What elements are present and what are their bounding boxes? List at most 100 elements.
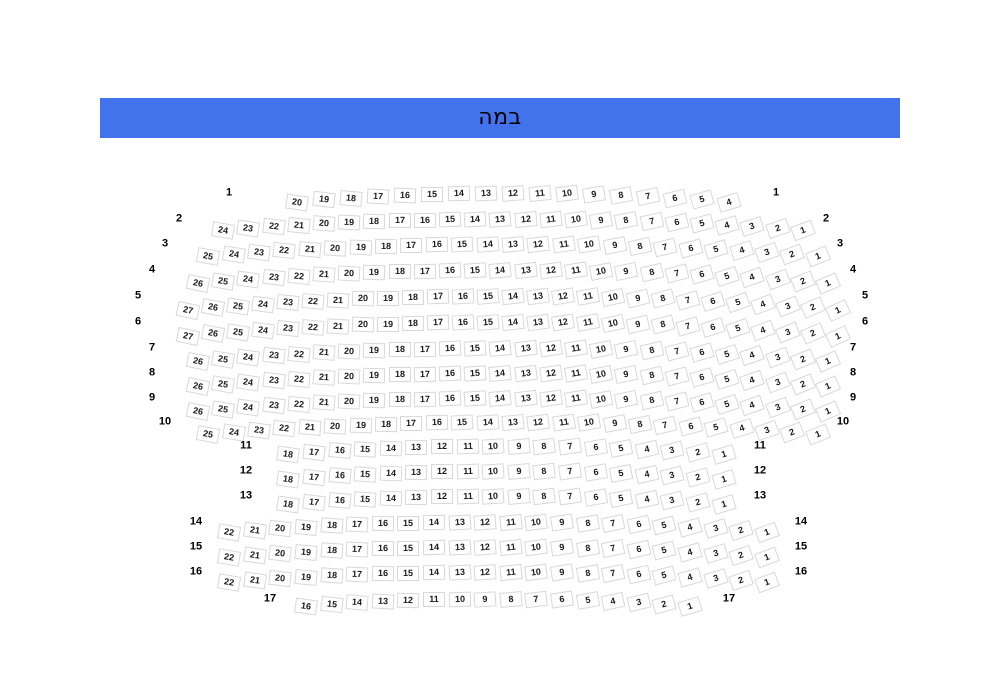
- seat[interactable]: 20: [285, 193, 309, 211]
- seat[interactable]: 2: [685, 467, 711, 488]
- seat[interactable]: 2: [789, 372, 816, 396]
- seat[interactable]: 7: [524, 590, 549, 609]
- seat[interactable]: 16: [451, 288, 475, 305]
- seat[interactable]: 8: [614, 211, 639, 231]
- seat[interactable]: 12: [513, 210, 538, 228]
- seat[interactable]: 7: [664, 341, 690, 362]
- seat[interactable]: 25: [196, 246, 221, 266]
- seat[interactable]: 11: [563, 261, 589, 280]
- seat[interactable]: 12: [397, 592, 420, 609]
- seat[interactable]: 9: [507, 462, 531, 480]
- seat[interactable]: 17: [400, 237, 423, 253]
- seat[interactable]: 3: [702, 568, 729, 589]
- seat[interactable]: 22: [301, 292, 325, 310]
- seat[interactable]: 18: [401, 289, 425, 305]
- seat[interactable]: 15: [476, 287, 500, 305]
- seat[interactable]: 5: [651, 515, 677, 536]
- seat[interactable]: 26: [185, 273, 211, 293]
- seat[interactable]: 12: [526, 413, 551, 431]
- seat[interactable]: 20: [268, 569, 293, 588]
- seat[interactable]: 17: [302, 443, 326, 461]
- seat[interactable]: 2: [799, 296, 827, 320]
- seat[interactable]: 25: [225, 322, 251, 342]
- seat[interactable]: 14: [422, 514, 446, 531]
- seat[interactable]: 11: [563, 389, 589, 408]
- seat[interactable]: 17: [366, 188, 390, 205]
- seat[interactable]: 7: [558, 462, 582, 481]
- seat[interactable]: 13: [501, 235, 525, 253]
- seat[interactable]: 11: [528, 184, 552, 202]
- seat[interactable]: 18: [401, 315, 425, 331]
- seat[interactable]: 15: [397, 515, 420, 531]
- seat[interactable]: 9: [581, 185, 607, 204]
- seat[interactable]: 14: [476, 413, 500, 431]
- seat[interactable]: 8: [575, 538, 600, 558]
- seat[interactable]: 12: [430, 464, 454, 480]
- seat[interactable]: 21: [312, 266, 336, 283]
- seat[interactable]: 18: [388, 392, 411, 408]
- seat[interactable]: 16: [327, 492, 352, 510]
- seat[interactable]: 5: [703, 239, 729, 260]
- seat[interactable]: 15: [450, 414, 474, 431]
- seat[interactable]: 3: [774, 320, 802, 344]
- seat[interactable]: 1: [710, 443, 737, 465]
- seat[interactable]: 26: [185, 351, 211, 371]
- seat[interactable]: 2: [779, 243, 806, 265]
- seat[interactable]: 7: [675, 289, 701, 311]
- seat[interactable]: 11: [499, 563, 523, 581]
- seat[interactable]: 7: [600, 539, 626, 559]
- seat[interactable]: 23: [261, 346, 286, 365]
- seat[interactable]: 4: [714, 214, 740, 236]
- seat[interactable]: 6: [626, 539, 652, 560]
- seat[interactable]: 4: [750, 319, 776, 342]
- seat[interactable]: 3: [702, 518, 729, 539]
- seat[interactable]: 21: [287, 216, 311, 234]
- seat[interactable]: 10: [588, 364, 614, 384]
- seat[interactable]: 13: [513, 389, 538, 407]
- seat[interactable]: 10: [600, 313, 626, 333]
- seat[interactable]: 14: [488, 261, 513, 279]
- seat[interactable]: 11: [456, 438, 479, 455]
- seat[interactable]: 19: [294, 543, 318, 561]
- seat[interactable]: 20: [268, 519, 293, 538]
- seat[interactable]: 13: [513, 339, 538, 357]
- seat[interactable]: 15: [353, 441, 377, 458]
- seat[interactable]: 2: [764, 217, 791, 239]
- seat[interactable]: 14: [447, 185, 471, 202]
- seat[interactable]: 2: [728, 544, 755, 566]
- seat[interactable]: 4: [716, 191, 742, 213]
- seat[interactable]: 8: [627, 236, 653, 256]
- seat[interactable]: 6: [689, 342, 715, 363]
- seat[interactable]: 5: [608, 488, 634, 508]
- seat[interactable]: 16: [327, 467, 352, 485]
- seat[interactable]: 20: [337, 265, 361, 282]
- seat[interactable]: 4: [634, 464, 660, 485]
- seat[interactable]: 6: [549, 590, 575, 609]
- seat[interactable]: 11: [551, 235, 576, 254]
- seat[interactable]: 24: [236, 373, 261, 392]
- seat[interactable]: 13: [526, 287, 550, 306]
- seat[interactable]: 14: [379, 465, 403, 482]
- seat[interactable]: 14: [463, 211, 487, 228]
- seat[interactable]: 12: [473, 538, 497, 556]
- seat[interactable]: 5: [689, 213, 715, 234]
- seat[interactable]: 6: [700, 316, 726, 338]
- seat[interactable]: 13: [513, 364, 538, 382]
- seat[interactable]: 16: [371, 516, 394, 532]
- seat[interactable]: 15: [463, 389, 487, 407]
- seat[interactable]: 20: [337, 343, 361, 360]
- seat[interactable]: 5: [703, 417, 729, 438]
- seat[interactable]: 24: [211, 220, 236, 240]
- seat[interactable]: 16: [371, 541, 394, 557]
- seat[interactable]: 22: [217, 547, 242, 567]
- seat[interactable]: 1: [814, 271, 842, 295]
- seat[interactable]: 14: [501, 313, 525, 331]
- seat[interactable]: 25: [211, 349, 236, 369]
- seat[interactable]: 1: [789, 219, 816, 241]
- seat[interactable]: 9: [507, 487, 531, 505]
- seat[interactable]: 12: [430, 489, 454, 505]
- seat[interactable]: 9: [625, 314, 651, 334]
- seat[interactable]: 17: [413, 366, 436, 382]
- seat[interactable]: 18: [320, 517, 344, 535]
- seat[interactable]: 19: [312, 191, 336, 209]
